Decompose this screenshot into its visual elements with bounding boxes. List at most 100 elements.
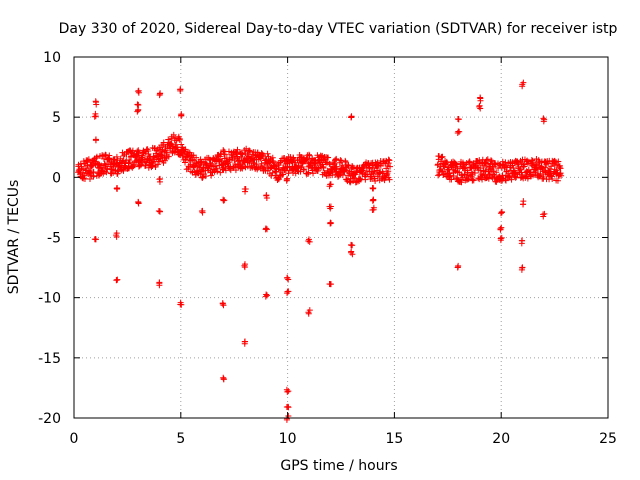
data-point <box>87 175 94 182</box>
data-point <box>247 148 254 155</box>
data-point <box>347 179 354 186</box>
data-point <box>214 168 221 175</box>
outlier-point <box>135 88 142 95</box>
data-point <box>518 174 525 181</box>
data-point <box>465 175 472 182</box>
outlier-point <box>498 209 505 216</box>
data-point <box>156 158 163 165</box>
data-point <box>331 157 338 164</box>
data-point <box>178 141 185 148</box>
outlier-point <box>284 175 291 182</box>
outlier-point <box>305 236 312 243</box>
outlier-point <box>242 188 249 195</box>
outlier-point <box>454 130 461 137</box>
data-point <box>270 158 277 165</box>
outlier-point <box>369 197 376 204</box>
data-point <box>193 154 200 161</box>
data-point <box>307 160 314 167</box>
outlier-point <box>242 186 249 193</box>
data-point <box>320 164 327 171</box>
axis-ticks <box>73 56 609 419</box>
outlier-point <box>519 264 526 271</box>
data-point <box>250 160 257 167</box>
data-point <box>532 161 539 168</box>
data-point <box>385 160 392 167</box>
data-point <box>221 151 228 158</box>
data-point <box>386 157 393 164</box>
outlier-point <box>519 237 526 244</box>
outlier-point <box>220 148 227 155</box>
data-point <box>275 176 282 183</box>
data-point <box>207 160 214 167</box>
outlier-point <box>540 213 547 220</box>
outlier-point <box>349 251 356 258</box>
data-point <box>386 176 393 183</box>
data-point <box>372 178 379 184</box>
grid-lines <box>74 57 608 418</box>
data-point <box>113 153 120 160</box>
data-point <box>85 156 92 163</box>
outlier-point <box>262 225 269 232</box>
x-tick-label: 10 <box>279 431 297 447</box>
data-point <box>443 158 450 165</box>
data-point <box>192 159 199 166</box>
outlier-point <box>177 87 184 94</box>
data-point <box>357 175 364 182</box>
outlier-point <box>92 110 99 117</box>
data-point <box>453 161 460 168</box>
outlier-point <box>241 338 248 345</box>
outlier-point <box>327 281 334 288</box>
outlier-point <box>264 292 271 299</box>
data-point <box>385 168 392 175</box>
outlier-point <box>285 388 292 395</box>
outlier-point <box>178 301 185 308</box>
outlier-point <box>219 300 226 307</box>
data-point <box>469 171 476 178</box>
data-point <box>439 153 446 160</box>
data-point <box>557 170 564 177</box>
outlier-point <box>220 374 227 381</box>
outlier-point <box>284 274 291 281</box>
data-point <box>253 164 260 171</box>
y-tick-label: -10 <box>38 291 61 307</box>
outlier-point <box>497 210 504 217</box>
data-point <box>477 165 484 172</box>
data-point <box>434 162 441 169</box>
data-point <box>232 167 239 174</box>
data-point <box>493 169 500 176</box>
data-point <box>532 169 539 176</box>
data-point <box>484 156 491 163</box>
data-point <box>333 156 340 163</box>
data-point <box>165 136 172 143</box>
outlier-point <box>328 220 335 227</box>
data-point <box>549 176 556 183</box>
data-point <box>81 175 88 182</box>
data-point <box>485 175 492 182</box>
outlier-point <box>91 236 98 243</box>
outlier-point <box>477 97 484 104</box>
data-point <box>303 156 310 163</box>
outlier-point <box>156 279 163 286</box>
data-point <box>114 170 121 177</box>
data-point <box>517 166 524 173</box>
data-point <box>78 165 85 172</box>
outlier-point <box>348 241 355 248</box>
outlier-point <box>369 185 376 192</box>
data-point <box>556 162 563 169</box>
chart-title: Day 330 of 2020, Sidereal Day-to-day VTE… <box>59 21 618 37</box>
data-point <box>274 176 281 183</box>
outlier-point <box>285 288 292 295</box>
data-point <box>154 161 161 168</box>
data-point <box>466 158 473 165</box>
outlier-point <box>519 81 526 88</box>
y-tick-label: -20 <box>38 411 61 427</box>
data-point <box>534 166 541 173</box>
outlier-point <box>221 197 228 204</box>
outlier-point <box>348 113 355 120</box>
outlier-point <box>93 99 100 106</box>
data-point <box>387 163 394 170</box>
x-tick-label: 25 <box>599 431 617 447</box>
data-point <box>170 131 177 138</box>
data-point <box>297 168 304 175</box>
